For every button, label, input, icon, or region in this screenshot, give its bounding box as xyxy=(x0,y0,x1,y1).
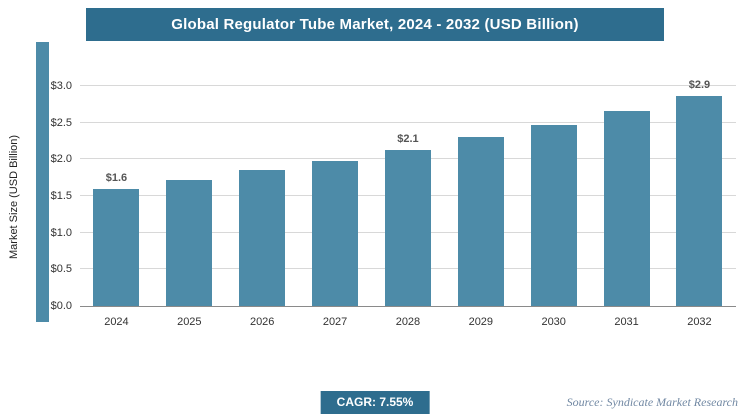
bar-2031 xyxy=(603,110,650,306)
left-accent-bar xyxy=(36,42,49,322)
cagr-badge: CAGR: 7.55% xyxy=(320,391,430,414)
x-tick-label: 2032 xyxy=(687,316,712,328)
y-axis-title: Market Size (USD Billion) xyxy=(8,134,20,260)
y-tick-label: $1.0 xyxy=(50,226,72,239)
source-text: Source: Syndicate Market Research xyxy=(566,395,738,409)
x-tick-label: 2025 xyxy=(177,316,202,328)
x-tick-label: 2024 xyxy=(104,316,129,328)
bar-2028 xyxy=(384,149,431,306)
bar-value-label: $1.6 xyxy=(105,171,128,184)
x-tick-label: 2031 xyxy=(614,316,639,328)
chart-title-banner: Global Regulator Tube Market, 2024 - 203… xyxy=(86,8,664,41)
x-tick-label: 2028 xyxy=(395,316,421,328)
bar-cell-2031: 2031 xyxy=(603,110,650,328)
bar-2030 xyxy=(530,124,577,306)
x-tick-label: 2026 xyxy=(249,316,275,328)
y-tick-label: $1.5 xyxy=(50,190,72,202)
gridline xyxy=(80,121,736,123)
bar-2029 xyxy=(457,137,504,306)
bar-cell-2025: 2025 xyxy=(166,179,213,328)
bar-cell-2028: $2.1 2028 xyxy=(384,132,431,328)
bar-value-label: $2.1 xyxy=(397,132,419,145)
bar-cell-2027: 2027 xyxy=(312,160,359,328)
bar-2032 xyxy=(676,96,723,306)
bar-cell-2026: 2026 xyxy=(239,170,286,328)
x-tick-label: 2027 xyxy=(322,316,348,328)
bar-2027 xyxy=(312,160,359,306)
bar-2026 xyxy=(239,170,286,306)
bar-cell-2029: 2029 xyxy=(457,137,504,328)
x-tick-label: 2029 xyxy=(468,316,494,328)
bar-cell-2024: $1.6 2024 xyxy=(93,171,140,328)
gridline xyxy=(80,85,736,86)
bar-2025 xyxy=(166,179,213,306)
bar-2024 xyxy=(93,188,140,306)
plot-area: $1.6 2024 2025 2026 2027 $2.1 2028 2029 2030 2031… xyxy=(51,79,736,328)
x-tick-label: 2030 xyxy=(541,316,566,328)
bar-value-label: $2.9 xyxy=(688,79,711,92)
bars-row: $1.6 2024 2025 2026 2027 $2.1 2028 2029 2030 2031… xyxy=(80,79,736,328)
bar-cell-2032: $2.9 2032 xyxy=(676,79,723,328)
y-tick-label: $3.0 xyxy=(50,80,72,92)
y-tick-label: $0.0 xyxy=(50,300,72,312)
y-tick-label: $2.0 xyxy=(50,153,72,166)
y-tick-label: $2.5 xyxy=(50,116,72,129)
bar-cell-2030: 2030 xyxy=(530,124,577,328)
y-tick-label: $0.5 xyxy=(50,263,72,276)
